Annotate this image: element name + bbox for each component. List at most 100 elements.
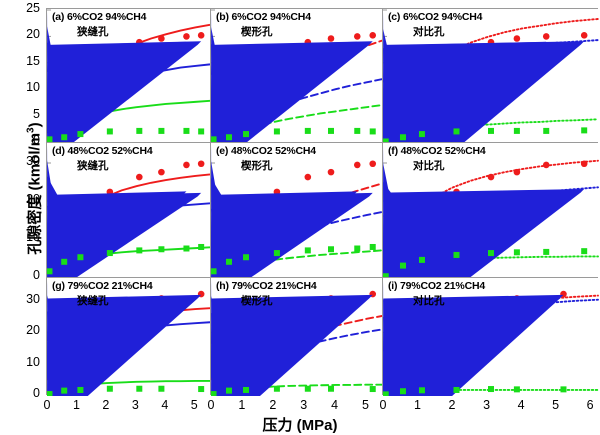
data-point-c-green: [513, 127, 520, 134]
data-point-i-green: [399, 388, 406, 395]
x-tick-label: 3: [300, 398, 308, 412]
x-tick-label: 3: [131, 398, 139, 412]
panel-plot-g: [47, 280, 211, 396]
data-point-c-blue: [383, 41, 585, 143]
y-tick-label: 0: [33, 268, 40, 282]
data-point-c-red: [580, 32, 588, 39]
y-tick-label: 20: [26, 323, 40, 338]
data-point-i-green: [383, 391, 389, 396]
data-point-i-green: [453, 386, 460, 393]
data-point-h-green: [304, 385, 311, 392]
x-tick-label: 0: [379, 398, 387, 412]
data-point-f-green: [488, 250, 494, 257]
data-point-i-green: [488, 386, 494, 393]
data-point-f-red: [513, 168, 521, 176]
x-tick-label: 2: [448, 398, 456, 412]
panel-subtitle-c: 对比孔: [413, 26, 445, 38]
data-point-e-green: [226, 258, 232, 265]
data-point-e-green: [369, 243, 376, 250]
data-point-c-red: [542, 33, 550, 40]
panel-title-e: (e) 48%CO2 52%CH4: [216, 145, 316, 157]
data-point-a-red: [197, 32, 205, 39]
data-point-d-green: [77, 254, 84, 261]
chart-panel-g: (g) 79%CO2 21%CH4 狭缝孔: [46, 277, 211, 396]
data-point-b-red: [353, 33, 361, 40]
data-point-h-green: [328, 385, 334, 392]
data-point-g-green: [106, 385, 113, 392]
data-point-c-red: [513, 35, 521, 42]
data-point-a-blue: [47, 41, 202, 143]
panel-subtitle-i: 对比孔: [413, 295, 445, 307]
data-point-c-green: [399, 134, 406, 141]
data-point-h-green: [369, 386, 376, 393]
data-point-a-green: [106, 128, 113, 135]
y-tick-label: 20: [26, 192, 40, 206]
chart-panel-b: (b) 6%CO2 94%CH4 楔形孔: [210, 8, 383, 143]
data-point-d-green: [158, 246, 165, 253]
data-point-e-green: [354, 245, 361, 252]
data-point-h-blue: [211, 294, 373, 396]
data-point-g-green: [77, 386, 84, 393]
data-point-c-green: [453, 128, 460, 135]
x-tick-label: 5: [552, 398, 560, 412]
panel-title-g: (g) 79%CO2 21%CH4: [52, 280, 153, 292]
data-point-g-green: [136, 385, 143, 392]
data-point-f-green: [543, 248, 550, 255]
panel-title-d: (d) 48%CO2 52%CH4: [52, 145, 153, 157]
panel-subtitle-g: 狭缝孔: [77, 295, 109, 307]
data-point-b-red: [369, 32, 377, 39]
data-point-i-green: [418, 387, 425, 394]
data-point-f-green: [513, 249, 520, 256]
x-tick-label: 3: [483, 398, 491, 412]
data-point-f-green: [399, 262, 406, 269]
data-point-h-green: [211, 391, 217, 396]
y-tick-label: 5: [33, 106, 40, 121]
data-point-f-green: [581, 248, 588, 255]
data-point-h-green: [273, 385, 280, 392]
x-tick-label: 1: [238, 398, 246, 412]
x-tick-label: 6: [586, 398, 594, 412]
data-point-a-green: [47, 136, 53, 143]
data-point-g-green: [47, 391, 53, 396]
data-point-b-green: [328, 127, 334, 134]
data-point-d-green: [106, 250, 113, 257]
panel-plot-i: [383, 280, 599, 396]
data-point-f-red: [487, 173, 495, 181]
chart-panel-a: (a) 6%CO2 94%CH4 狭缝孔: [46, 8, 211, 143]
data-point-e-green: [211, 268, 217, 275]
data-point-b-green: [304, 127, 311, 134]
panel-subtitle-f: 对比孔: [413, 160, 445, 172]
data-point-a-green: [136, 127, 143, 134]
data-point-b-green: [354, 127, 361, 134]
data-point-d-blue: [47, 192, 202, 278]
data-point-f-red: [542, 161, 550, 169]
data-point-d-green: [47, 268, 53, 275]
data-point-f-blue: [383, 189, 585, 278]
x-tick-label: 4: [331, 398, 339, 412]
data-point-d-red: [197, 160, 205, 168]
data-point-b-green: [243, 131, 249, 138]
data-point-c-green: [383, 138, 389, 143]
data-point-a-green: [77, 131, 84, 138]
data-point-a-green: [61, 134, 68, 141]
data-point-d-green: [61, 258, 68, 265]
data-point-a-green: [198, 128, 205, 135]
panel-plot-b: [211, 9, 383, 143]
y-tick-label: 0: [33, 133, 40, 147]
data-point-e-green: [304, 247, 311, 254]
panel-plot-d: [47, 145, 211, 278]
data-point-f-green: [418, 256, 425, 263]
y-tick-label: 25: [26, 1, 40, 15]
data-point-e-blue: [211, 192, 373, 278]
chart-panel-h: (h) 79%CO2 21%CH4 楔形孔: [210, 277, 383, 396]
chart-panel-c: (c) 6%CO2 94%CH4 对比孔: [382, 8, 599, 143]
panel-title-c: (c) 6%CO2 94%CH4: [388, 11, 483, 23]
data-point-d-green: [136, 247, 143, 254]
chart-panel-e: (e) 48%CO2 52%CH4 楔形孔: [210, 142, 383, 278]
x-tick-label: 4: [161, 398, 169, 412]
data-point-f-red: [580, 160, 588, 168]
data-point-b-green: [211, 136, 217, 143]
x-tick-label: 2: [102, 398, 110, 412]
data-point-b-green: [273, 128, 280, 135]
